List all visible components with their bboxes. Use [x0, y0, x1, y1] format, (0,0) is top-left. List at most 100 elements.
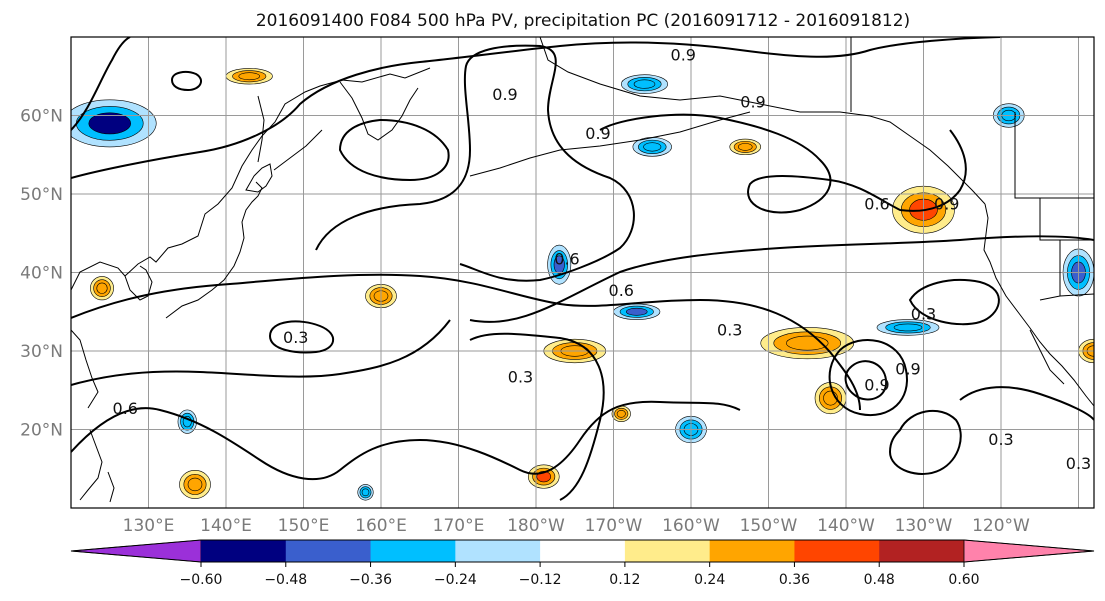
pv-contour-east-rings — [828, 339, 908, 417]
precip-shade — [187, 477, 203, 492]
pv-contour-ne-loop — [908, 279, 1000, 326]
lon-tick-label: 170°W — [585, 516, 643, 536]
coastline-kurils — [273, 129, 323, 171]
colorbar-tick-label: 0.12 — [609, 572, 640, 588]
contour-label: 0.9 — [740, 93, 765, 112]
colorbar-tick-label: 0.60 — [948, 572, 979, 588]
contour-label: 0.3 — [717, 320, 742, 339]
precip-shade — [616, 409, 626, 418]
contour-label: 0.6 — [554, 250, 579, 269]
precip-shade — [96, 282, 108, 294]
contour-label: 0.3 — [508, 367, 533, 386]
pv-contour-03 — [71, 273, 861, 411]
colorbar-tick-label: −0.60 — [180, 572, 223, 588]
coastline-korea — [124, 265, 153, 301]
coastline-north-america — [983, 203, 1094, 407]
pv-contour-sw-ring — [268, 320, 334, 354]
colorbar-tick-label: 0.24 — [694, 572, 725, 588]
coastline-aleutians — [469, 111, 751, 177]
colorbar-tick-label: −0.24 — [434, 572, 477, 588]
pv-contour-south — [71, 332, 741, 501]
coastline-baja — [1029, 329, 1065, 385]
latitude-labels: 60°N 50°N 40°N 30°N 20°N — [20, 107, 63, 441]
contour-label: 0.9 — [864, 375, 889, 394]
colorbar-tick-labels: −0.60 −0.48 −0.36 −0.24 −0.12 0.12 0.24 0.36 0.4… — [180, 562, 980, 588]
coastline-islands — [79, 429, 115, 503]
precip-shade — [893, 323, 923, 332]
colorbar-segment — [879, 540, 965, 562]
contour-label: 0.6 — [609, 281, 634, 300]
pv-contour-09-north — [71, 37, 1001, 179]
contour-label: 0.9 — [585, 124, 610, 143]
lon-tick-label: 170°E — [433, 516, 485, 536]
graticule — [71, 37, 1094, 508]
colorbar-segment — [624, 540, 711, 562]
colorbar-segment — [455, 540, 541, 562]
contour-label: 0.3 — [911, 305, 936, 324]
pv-contour-lobe-gulf — [599, 113, 967, 214]
contour-label: 0.6 — [864, 195, 889, 214]
contour-label: 0.3 — [1066, 454, 1091, 473]
lon-tick-label: 140°W — [817, 516, 875, 536]
contour-labels: 0.9 0.9 0.9 0.9 0.6 0.6 0.6 0.9 0.3 0.3 0.3 0.9 0.3 0… — [113, 46, 1092, 473]
coastline-sakhalin — [257, 95, 265, 163]
colorbar-segment — [370, 540, 456, 562]
lat-tick-label: 30°N — [20, 342, 63, 362]
precip-shade — [361, 488, 370, 497]
pv-contour-central — [315, 44, 635, 282]
contour-label: 0.9 — [934, 195, 959, 214]
precip-shade — [737, 143, 753, 151]
border-canada-usa — [1014, 112, 1094, 199]
pv-contour-se-loop — [888, 386, 1094, 475]
colorbar-tick-label: 0.36 — [779, 572, 810, 588]
longitude-labels: 130°E 140°E 150°E 160°E 170°E 180°W 170°W 160°W… — [123, 516, 1030, 536]
pv-contour-lobe-w — [338, 118, 450, 182]
precip-shade — [88, 112, 131, 135]
coastline-alaska — [539, 37, 986, 205]
lon-tick-label: 160°W — [662, 516, 720, 536]
precip-shade — [625, 307, 648, 316]
map-title: 2016091400 F084 500 hPa PV, precipitatio… — [256, 11, 910, 31]
lon-tick-label: 120°W — [972, 516, 1030, 536]
contour-label: 0.6 — [113, 399, 138, 418]
lon-tick-label: 140°E — [200, 516, 252, 536]
contour-label: 0.9 — [492, 85, 517, 104]
colorbar-tick-label: 0.48 — [864, 572, 895, 588]
lon-tick-label: 160°E — [355, 516, 407, 536]
colorbar-segment — [794, 540, 880, 562]
precip-shade — [633, 79, 656, 89]
colorbar-extend-high — [963, 539, 1095, 563]
lat-tick-label: 20°N — [20, 421, 63, 441]
map-area: 0.9 0.9 0.9 0.9 0.6 0.6 0.6 0.9 0.3 0.3 0.3 0.9 0.3 0… — [70, 36, 1095, 509]
pv-contour-06 — [71, 235, 1094, 386]
coastline-hokkaido — [245, 163, 273, 193]
pv-contour-west-edge — [71, 37, 131, 131]
contour-label: 0.9 — [671, 46, 696, 65]
lon-tick-label: 150°E — [278, 516, 330, 536]
colorbar-tick-label: −0.48 — [264, 572, 307, 588]
precip-shade — [553, 255, 565, 274]
precip-shade — [643, 142, 662, 152]
colorbar-segment — [540, 540, 626, 562]
contour-label: 0.3 — [283, 328, 308, 347]
colorbar — [70, 539, 1095, 563]
lon-tick-label: 150°W — [740, 516, 798, 536]
colorbar-segment — [709, 540, 795, 562]
lat-tick-label: 60°N — [20, 107, 63, 127]
colorbar-extend-low — [70, 539, 202, 563]
coastline-china-south — [71, 329, 99, 409]
contour-label: 0.9 — [895, 360, 920, 379]
lon-tick-label: 130°W — [895, 516, 953, 536]
pv-contours — [71, 37, 1094, 501]
colorbar-tick-label: −0.36 — [349, 572, 392, 588]
colorbar-segment — [285, 540, 372, 562]
lon-tick-label: 180°W — [507, 516, 565, 536]
contour-label: 0.3 — [988, 430, 1013, 449]
colorbar-tick-label: −0.12 — [519, 572, 562, 588]
colorbar-segment — [201, 540, 287, 562]
lat-tick-label: 40°N — [20, 264, 63, 284]
pv-contour-small-ring — [170, 71, 203, 92]
precip-shade — [238, 72, 261, 81]
coastline-japan — [165, 181, 263, 319]
